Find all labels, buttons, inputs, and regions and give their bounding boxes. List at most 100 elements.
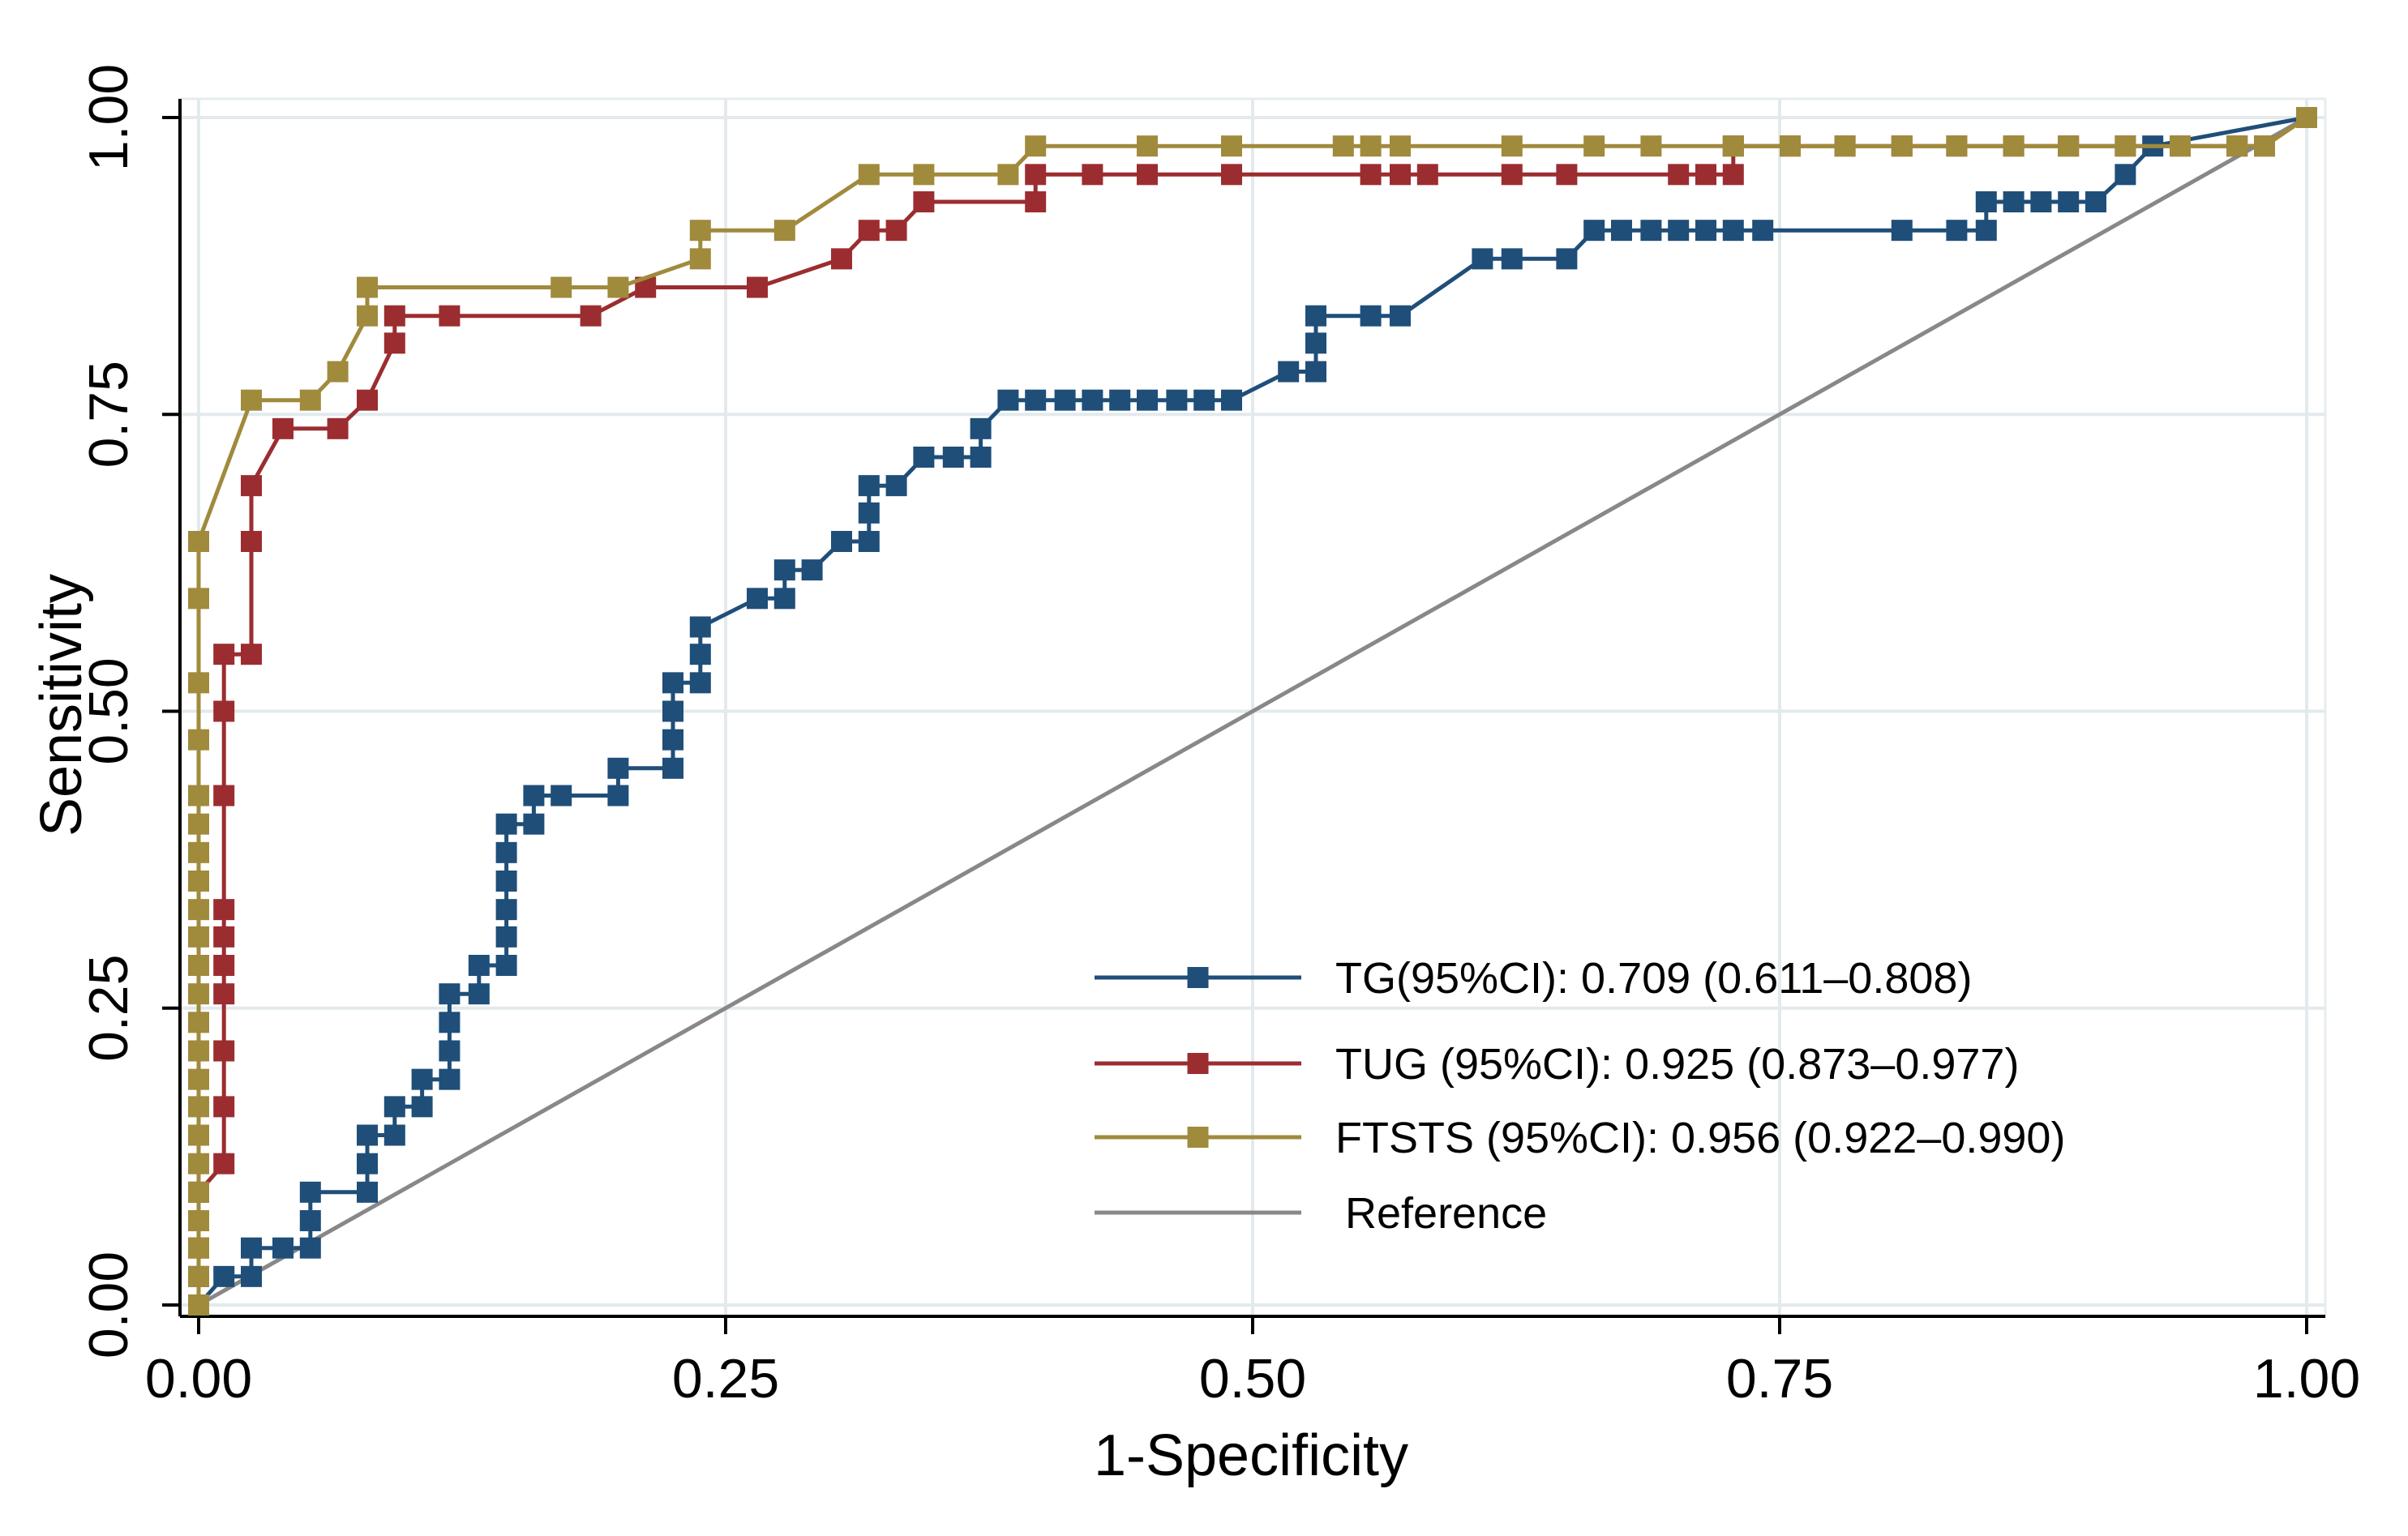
series-1-point <box>439 305 461 327</box>
series-1-point <box>241 475 262 497</box>
series-1-point <box>383 305 405 327</box>
series-2-point <box>2003 135 2025 157</box>
series-0-point <box>439 1040 461 1062</box>
series-2-point <box>1780 135 1801 157</box>
series-2-point <box>1360 135 1382 157</box>
series-1-point <box>858 220 880 242</box>
series-0-point <box>1166 389 1188 411</box>
series-2-point <box>773 220 795 242</box>
legend-label: FTSTS (95%CI): 0.956 (0.922–0.990) <box>1335 1114 2065 1162</box>
series-0-point <box>1472 248 1493 270</box>
series-2-point <box>188 870 209 892</box>
series-2-point <box>1891 135 1913 157</box>
series-0-point <box>607 785 629 807</box>
series-1-point <box>213 955 235 977</box>
series-0-point <box>662 729 683 751</box>
series-2-point <box>188 1265 209 1287</box>
series-2-point <box>188 983 209 1005</box>
series-0-point <box>495 926 517 948</box>
series-0-point <box>662 757 683 779</box>
series-2-point <box>357 276 378 298</box>
series-0-point <box>689 672 711 694</box>
series-1-point <box>213 1096 235 1118</box>
series-0-point <box>495 813 517 835</box>
series-0-point <box>1946 220 1968 242</box>
series-2-point <box>188 1294 209 1316</box>
series-0-point <box>1360 305 1382 327</box>
series-1-point <box>1025 191 1047 213</box>
series-2-point <box>327 361 349 383</box>
series-0-point <box>1668 220 1690 242</box>
series-0-point <box>241 1265 262 1287</box>
series-0-point <box>523 785 545 807</box>
series-2-point <box>997 164 1019 186</box>
series-2-point <box>2226 135 2248 157</box>
legend-marker <box>1187 1053 1209 1074</box>
series-2-point <box>188 813 209 835</box>
series-0-point <box>773 588 795 610</box>
series-2-point <box>913 164 935 186</box>
series-1-point <box>1137 164 1158 186</box>
series-0-point <box>495 841 517 863</box>
series-2-point <box>188 588 209 610</box>
series-0-point <box>942 446 964 468</box>
series-1-point <box>1668 164 1690 186</box>
series-0-point <box>1640 220 1662 242</box>
x-tick-label: 0.50 <box>1199 1348 1306 1410</box>
series-0-point <box>1082 389 1103 411</box>
series-0-point <box>523 813 545 835</box>
series-1-point <box>213 785 235 807</box>
series-1-point <box>213 700 235 722</box>
series-2-point <box>1501 135 1523 157</box>
series-0-point <box>831 531 852 553</box>
series-0-point <box>1137 389 1158 411</box>
series-1-point <box>357 389 378 411</box>
series-2-point <box>188 672 209 694</box>
series-0-point <box>357 1181 378 1203</box>
series-0-point <box>1221 389 1242 411</box>
series-0-point <box>2003 191 2025 213</box>
series-0-point <box>439 983 461 1005</box>
series-2-point <box>2114 135 2136 157</box>
series-2-point <box>188 729 209 751</box>
series-2-point <box>2170 135 2191 157</box>
series-2-point <box>188 1237 209 1259</box>
series-2-point <box>1722 135 1744 157</box>
legend-label: Reference <box>1345 1189 1547 1238</box>
series-0-point <box>1583 220 1605 242</box>
series-0-point <box>299 1209 321 1231</box>
series-1-point <box>241 531 262 553</box>
series-0-point <box>551 785 572 807</box>
series-2-point <box>2254 135 2275 157</box>
series-0-point <box>1611 220 1632 242</box>
series-0-point <box>1025 389 1047 411</box>
series-0-point <box>383 1096 405 1118</box>
series-0-point <box>1975 191 1997 213</box>
reference-line <box>197 115 2308 1307</box>
series-0-point <box>773 559 795 581</box>
series-0-point <box>357 1153 378 1174</box>
series-0-point <box>1305 332 1326 354</box>
legend-label: TG(95%CI): 0.709 (0.611–0.808) <box>1335 954 1972 1003</box>
series-2-point <box>1332 135 1354 157</box>
series-0-point <box>970 446 992 468</box>
series-0-point <box>1695 220 1716 242</box>
series-0-point <box>689 644 711 665</box>
series-1-point <box>1360 164 1382 186</box>
series-1-point <box>241 644 262 665</box>
series-2-point <box>188 1096 209 1118</box>
series-0-point <box>272 1237 294 1259</box>
series-1-point <box>885 220 907 242</box>
series-1-point <box>831 248 852 270</box>
series-0-point <box>997 389 1019 411</box>
series-1-point <box>1025 164 1047 186</box>
series-2-point <box>188 841 209 863</box>
series-2-point <box>188 785 209 807</box>
series-2-point <box>689 220 711 242</box>
series-1-point <box>272 417 294 439</box>
legend-label: TUG (95%CI): 0.925 (0.873–0.977) <box>1335 1040 2019 1089</box>
series-2-point <box>2296 107 2317 128</box>
series-0-point <box>213 1265 235 1287</box>
series-0-point <box>858 531 880 553</box>
